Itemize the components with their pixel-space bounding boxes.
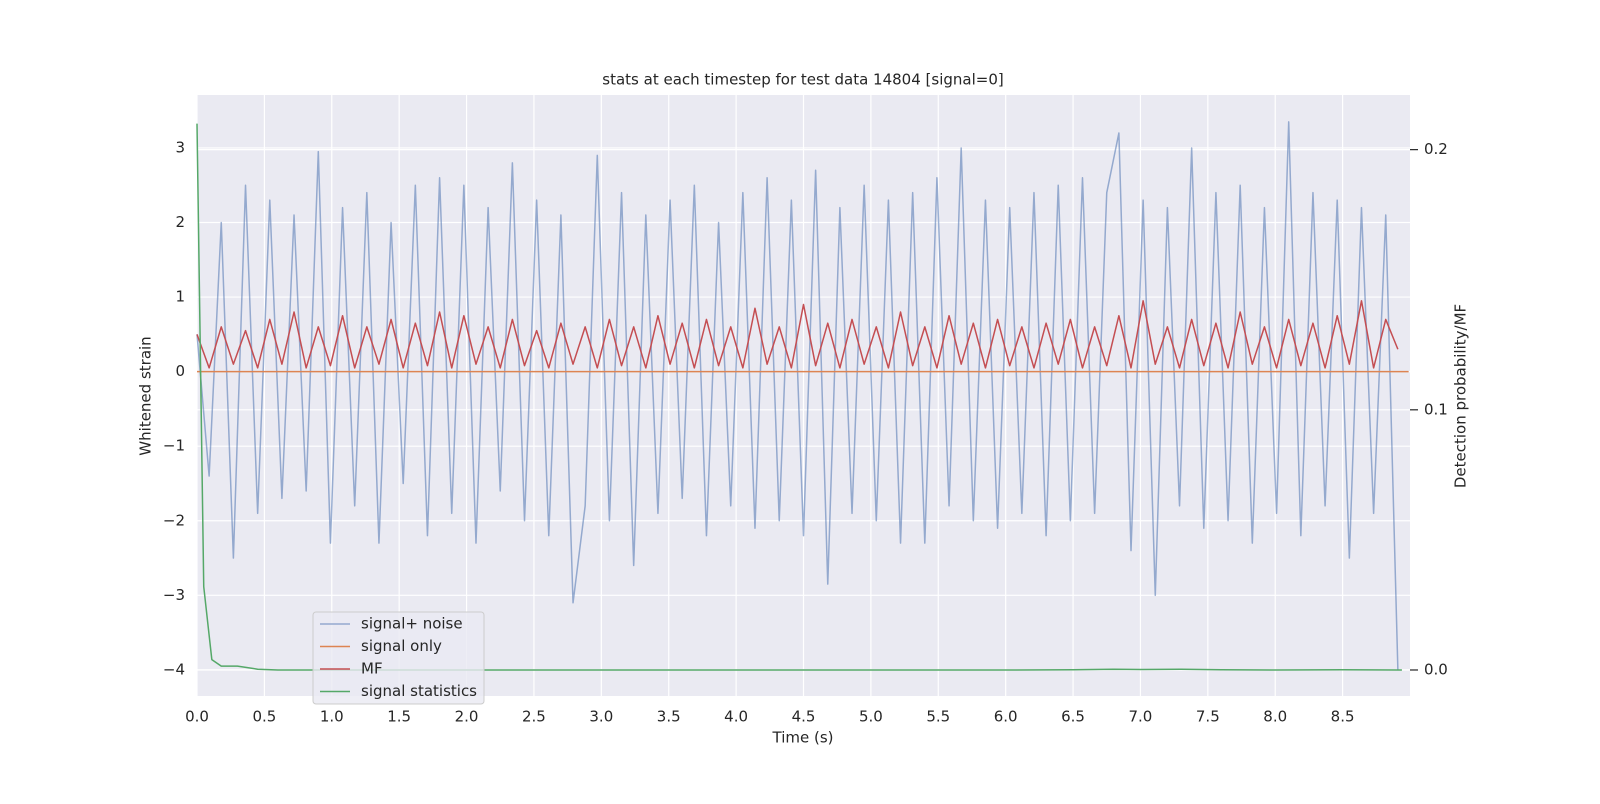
chart-title: stats at each timestep for test data 148… bbox=[602, 71, 1003, 89]
y-axis-label: Whitened strain bbox=[137, 336, 155, 455]
legend-label: signal only bbox=[361, 637, 442, 655]
x-tick-label: 6.5 bbox=[1061, 708, 1085, 726]
legend-label: MF bbox=[361, 660, 383, 678]
x-tick-label: 4.5 bbox=[792, 708, 816, 726]
y2-axis-label: Detection probability/MF bbox=[1452, 304, 1470, 488]
x-tick-label: 7.0 bbox=[1129, 708, 1153, 726]
x-tick-label: 7.5 bbox=[1196, 708, 1220, 726]
legend-label: signal+ noise bbox=[361, 615, 463, 633]
x-tick-label: 3.5 bbox=[657, 708, 681, 726]
x-tick-label: 0.5 bbox=[252, 708, 276, 726]
legend-box bbox=[312, 611, 485, 705]
y-tick-label: −3 bbox=[163, 586, 185, 604]
y-tick-label: 1 bbox=[175, 288, 185, 306]
series-line bbox=[196, 123, 1402, 671]
series-line bbox=[196, 300, 1399, 369]
y2-tick-label: 0.2 bbox=[1424, 140, 1448, 158]
x-tick-label: 3.0 bbox=[589, 708, 613, 726]
y-tick-label: 3 bbox=[175, 138, 185, 156]
x-tick-label: 0.0 bbox=[185, 708, 209, 726]
x-tick-label: 2.5 bbox=[522, 708, 546, 726]
x-tick-label: 1.0 bbox=[320, 708, 344, 726]
x-tick-label: 8.0 bbox=[1263, 708, 1287, 726]
y-tick-label: −4 bbox=[163, 660, 185, 678]
x-tick-label: 5.5 bbox=[926, 708, 950, 726]
y2-tick-label: 0.0 bbox=[1424, 660, 1448, 678]
y-tick-label: 2 bbox=[175, 213, 185, 231]
x-tick-label: 5.0 bbox=[859, 708, 883, 726]
legend-label: signal statistics bbox=[361, 682, 477, 700]
x-tick-label: 8.5 bbox=[1331, 708, 1355, 726]
x-tick-label: 4.0 bbox=[724, 708, 748, 726]
series-line bbox=[196, 121, 1399, 670]
x-axis-label: Time (s) bbox=[772, 729, 834, 747]
y-tick-label: −1 bbox=[163, 437, 185, 455]
y-tick-label: 0 bbox=[175, 362, 185, 380]
x-tick-label: 2.0 bbox=[455, 708, 479, 726]
x-tick-label: 6.0 bbox=[994, 708, 1018, 726]
y2-tick-label: 0.1 bbox=[1424, 400, 1448, 418]
x-tick-label: 1.5 bbox=[387, 708, 411, 726]
y-tick-label: −2 bbox=[163, 511, 185, 529]
